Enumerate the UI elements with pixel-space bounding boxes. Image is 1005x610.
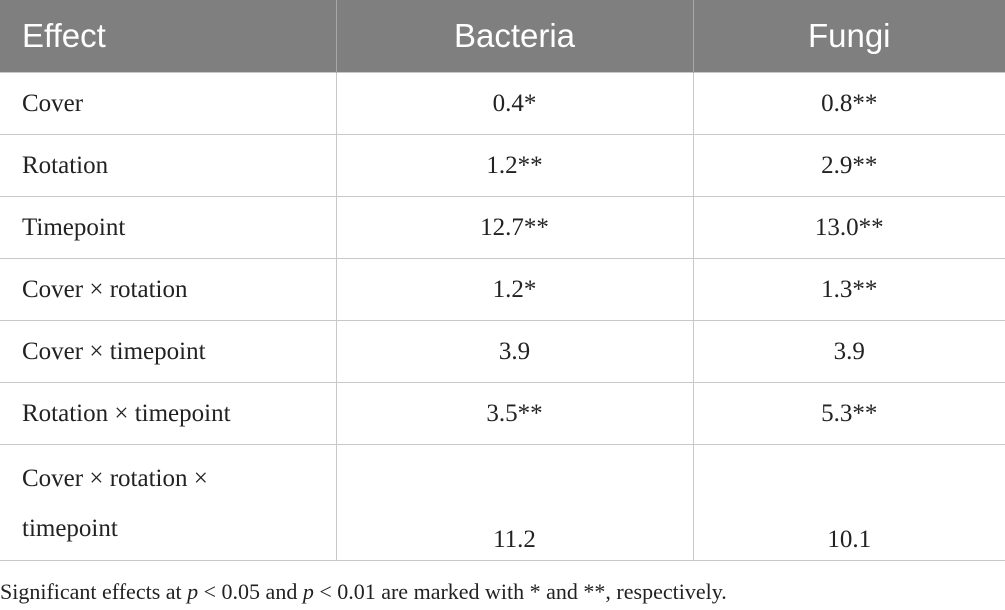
table-cell: Cover × rotation × timepoint bbox=[0, 444, 337, 561]
table-row: Cover 0.4* 0.8** bbox=[0, 72, 1005, 135]
table-cell: 11.2 bbox=[335, 444, 694, 561]
header-cell: Bacteria bbox=[336, 0, 694, 73]
data-table: Effect Bacteria Fungi Cover 0.4* 0.8** Rotati… bbox=[0, 0, 1005, 561]
table-row: Rotation × timepoint 3.5** 5.3** bbox=[0, 382, 1005, 445]
table-header: Effect Bacteria Fungi bbox=[0, 0, 1005, 73]
table-cell: 3.5** bbox=[335, 382, 694, 445]
header-cell: Fungi bbox=[693, 0, 1005, 73]
footnote-text: p bbox=[302, 579, 314, 604]
table-row: Cover × rotation × timepoint 11.2 10.1 bbox=[0, 444, 1005, 561]
table-row: Cover × timepoint 3.9 3.9 bbox=[0, 320, 1005, 383]
footnote-text: p bbox=[187, 579, 199, 604]
footnote: Significant effects at p < 0.05 and p < … bbox=[0, 579, 1005, 605]
header-cell: Effect bbox=[0, 0, 337, 73]
table-row: Rotation 1.2** 2.9** bbox=[0, 134, 1005, 197]
footnote-text: < 0.01 are marked with * and **, respect… bbox=[313, 579, 727, 604]
table-cell: Timepoint bbox=[0, 196, 337, 259]
table-cell: 12.7** bbox=[335, 196, 694, 259]
header-row: Effect Bacteria Fungi bbox=[0, 0, 1005, 73]
table-cell: 0.4* bbox=[335, 72, 694, 135]
footnote-text: Significant effects at bbox=[0, 579, 188, 604]
table-cell: Rotation × timepoint bbox=[0, 382, 337, 445]
table-row: Timepoint 12.7** 13.0** bbox=[0, 196, 1005, 259]
table-cell: 0.8** bbox=[692, 72, 1005, 135]
table-cell: Cover × timepoint bbox=[0, 320, 337, 383]
table-cell: 13.0** bbox=[692, 196, 1005, 259]
table-cell: Rotation bbox=[0, 134, 337, 197]
table-cell: 5.3** bbox=[692, 382, 1005, 445]
table-cell: 3.9 bbox=[692, 320, 1005, 383]
table-cell: 1.2** bbox=[335, 134, 694, 197]
table-cell: 1.2* bbox=[335, 258, 694, 321]
table-cell: Cover × rotation bbox=[0, 258, 337, 321]
table-row: Cover × rotation 1.2* 1.3** bbox=[0, 258, 1005, 321]
table-cell: 10.1 bbox=[692, 444, 1005, 561]
footnote-text: < 0.05 and bbox=[198, 579, 303, 604]
table-body: Cover 0.4* 0.8** Rotation 1.2** 2.9** Timepoin… bbox=[0, 72, 1005, 561]
table-cell: 3.9 bbox=[335, 320, 694, 383]
table-cell: 2.9** bbox=[692, 134, 1005, 197]
table-cell: Cover bbox=[0, 72, 337, 135]
table-cell: 1.3** bbox=[692, 258, 1005, 321]
